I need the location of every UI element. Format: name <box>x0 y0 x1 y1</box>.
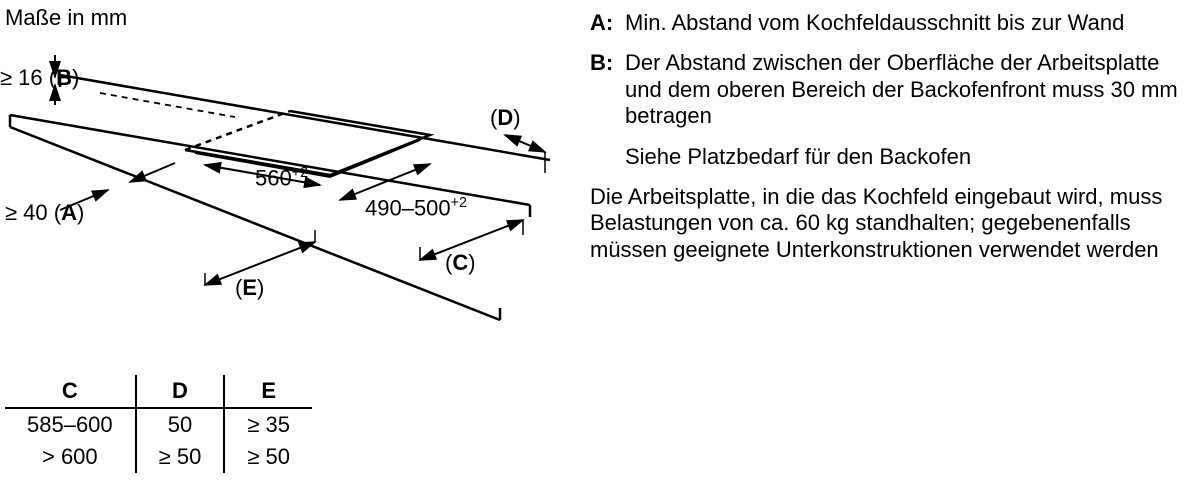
label-e: (E) <box>235 275 264 301</box>
page-title: Maße in mm <box>5 5 127 31</box>
dimension-table: C D E 585–600 50 ≥ 35 > 600 ≥ 50 ≥ 50 <box>5 375 312 473</box>
technical-diagram: ≥ 16 (B) ≥ 40 (A) (D) (C) (E) 560+2 490–… <box>0 35 560 335</box>
table-header: D <box>136 375 225 408</box>
table-header: E <box>224 375 312 408</box>
definition-a: A: Min. Abstand vom Kochfeldausschnitt b… <box>590 10 1180 36</box>
load-note: Die Arbeitsplatte, in die das Kochfeld e… <box>590 184 1180 263</box>
label-b: ≥ 16 (B) <box>0 65 79 91</box>
label-c: (C) <box>445 250 476 276</box>
label-a: ≥ 40 (A) <box>5 200 84 226</box>
note-backofen: Siehe Platzbedarf für den Backofen <box>590 144 1180 170</box>
label-d: (D) <box>490 105 521 131</box>
table-row: 585–600 50 ≥ 35 <box>5 408 312 441</box>
cutout-depth: 490–500+2 <box>365 195 467 221</box>
table-header: C <box>5 375 136 408</box>
cutout-width: 560+2 <box>255 165 308 191</box>
definition-b: B: Der Abstand zwischen der Oberfläche d… <box>590 50 1180 129</box>
table-row: > 600 ≥ 50 ≥ 50 <box>5 441 312 473</box>
